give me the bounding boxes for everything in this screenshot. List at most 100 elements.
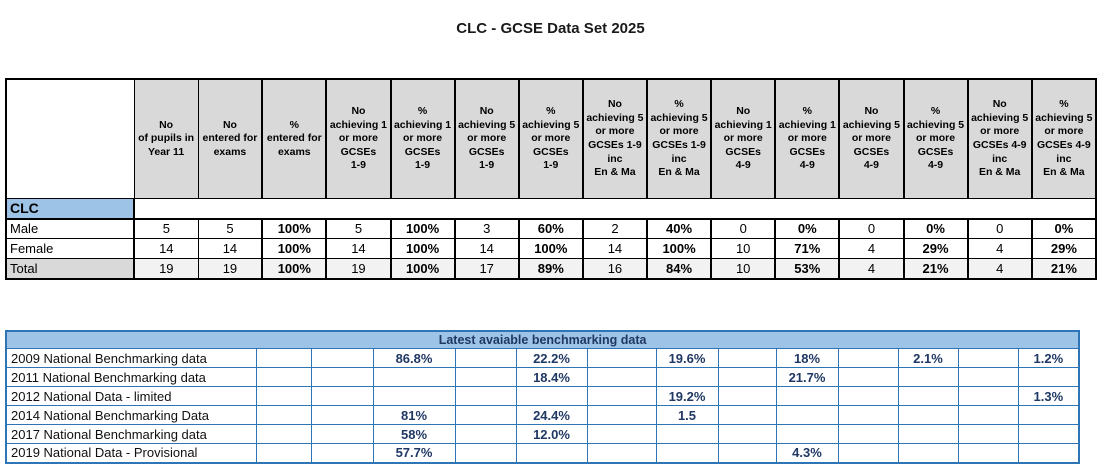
data-cell: 4 [838,258,905,279]
benchmark-row-2019: 2019 National Data - Provisional 57.7% 4… [5,443,1080,463]
benchmark-cell: 57.7% [372,443,456,463]
benchmark-cell: 12.0% [515,424,588,444]
benchmark-cell [837,405,899,425]
corner-cell [5,78,135,199]
benchmark-cell [775,386,839,406]
benchmark-cell: 21.7% [775,367,839,387]
benchmark-cell [1017,367,1080,387]
benchmark-cell: 86.8% [372,348,456,368]
benchmark-header-row: Latest avaiable benchmarking data [5,330,1080,349]
data-cell: 3 [454,218,520,239]
data-cell: 0 [967,218,1033,239]
benchmark-cell: 81% [372,405,456,425]
benchmark-cell [655,367,719,387]
data-cell: 5 [197,218,263,239]
row-label-cell: Male [5,218,135,239]
benchmark-cell [837,443,899,463]
benchmark-cell [655,424,719,444]
benchmark-cell [957,348,1019,368]
benchmark-cell: 19.6% [655,348,719,368]
col-header-no-5plus-49-enma: No achieving 5 or more GCSEs 4-9 inc En … [967,78,1033,199]
benchmark-cell [310,443,374,463]
benchmark-cell [837,367,899,387]
benchmark-table: Latest avaiable benchmarking data 2009 N… [5,330,1081,464]
benchmark-cell: 2.1% [897,348,959,368]
data-cell: 5 [133,218,199,239]
benchmark-label-cell: 2014 National Benchmarking Data [5,405,257,425]
benchmark-cell [372,367,456,387]
data-cell: 5 [325,218,392,239]
col-header-no-1plus-49: No achieving 1 or more GCSEs 4-9 [710,78,776,199]
data-cell: 40% [645,218,713,239]
benchmark-cell: 18% [775,348,839,368]
benchmark-cell [586,405,657,425]
data-cell: 100% [645,238,713,259]
data-cell: 84% [645,258,713,279]
data-cell: 0% [902,218,969,239]
benchmark-cell [837,424,899,444]
benchmark-cell [310,386,374,406]
benchmark-cell: 4.3% [775,443,839,463]
data-cell: 0 [710,218,776,239]
col-header-pct-5plus-19-enma: % achieving 5 or more GCSEs 1-9 inc En &… [645,78,713,199]
benchmark-cell: 1.3% [1017,386,1080,406]
benchmark-title: Latest avaiable benchmarking data [5,330,1080,349]
data-cell: 29% [1030,238,1098,259]
benchmark-cell [586,424,657,444]
benchmark-cell: 1.2% [1017,348,1080,368]
data-cell: 21% [1030,258,1098,279]
gcse-results-table: No of pupils in Year 11 No entered for e… [5,78,1098,280]
benchmark-cell [1017,443,1080,463]
benchmark-cell [372,386,456,406]
benchmark-cell [775,405,839,425]
data-cell: 14 [454,238,520,259]
col-header-pct-1plus-49: % achieving 1 or more GCSEs 4-9 [774,78,841,199]
group-row: CLC [5,198,1097,220]
benchmark-cell: 58% [372,424,456,444]
header-row: No of pupils in Year 11 No entered for e… [5,78,1098,199]
benchmark-cell [255,405,312,425]
data-cell: 14 [325,238,392,259]
col-header-entered-pct: % entered for exams [261,78,328,199]
benchmark-row-2012: 2012 National Data - limited 19.2% 1.3% [5,386,1080,406]
benchmark-cell: 24.4% [515,405,588,425]
benchmark-cell [957,443,1019,463]
col-header-pct-5plus-49-enma: % achieving 5 or more GCSEs 4-9 inc En &… [1030,78,1098,199]
data-cell: 16 [582,258,648,279]
benchmark-cell: 19.2% [655,386,719,406]
benchmark-row-2014: 2014 National Benchmarking Data 81% 24.4… [5,405,1080,425]
col-header-no-5plus-19-enma: No achieving 5 or more GCSEs 1-9 inc En … [582,78,648,199]
data-cell: 100% [261,238,328,259]
benchmark-label-cell: 2017 National Benchmarking data [5,424,257,444]
data-cell: 19 [133,258,199,279]
benchmark-cell [255,386,312,406]
benchmark-cell [775,424,839,444]
benchmark-row-2009: 2009 National Benchmarking data 86.8% 22… [5,348,1080,368]
col-header-pct-1plus-19: % achieving 1 or more GCSEs 1-9 [389,78,456,199]
data-cell: 60% [517,218,584,239]
data-cell: 100% [517,238,584,259]
data-cell: 71% [774,238,841,259]
benchmark-cell [957,424,1019,444]
benchmark-cell [255,424,312,444]
benchmark-cell [310,367,374,387]
benchmark-cell [454,424,517,444]
benchmark-label-cell: 2012 National Data - limited [5,386,257,406]
data-cell: 14 [197,238,263,259]
col-header-no-5plus-49: No achieving 5 or more GCSEs 4-9 [838,78,905,199]
benchmark-cell [515,443,588,463]
benchmark-cell [837,348,899,368]
col-header-entered-no: No entered for exams [197,78,263,199]
benchmark-row-2017: 2017 National Benchmarking data 58% 12.0… [5,424,1080,444]
benchmark-label-cell: 2009 National Benchmarking data [5,348,257,368]
data-cell: 0 [838,218,905,239]
benchmark-cell [586,386,657,406]
data-cell: 4 [967,238,1033,259]
benchmark-cell [897,367,959,387]
benchmark-cell [897,424,959,444]
data-cell: 29% [902,238,969,259]
benchmark-label-cell: 2019 National Data - Provisional [5,443,257,463]
benchmark-cell [1017,405,1080,425]
data-cell: 2 [582,218,648,239]
